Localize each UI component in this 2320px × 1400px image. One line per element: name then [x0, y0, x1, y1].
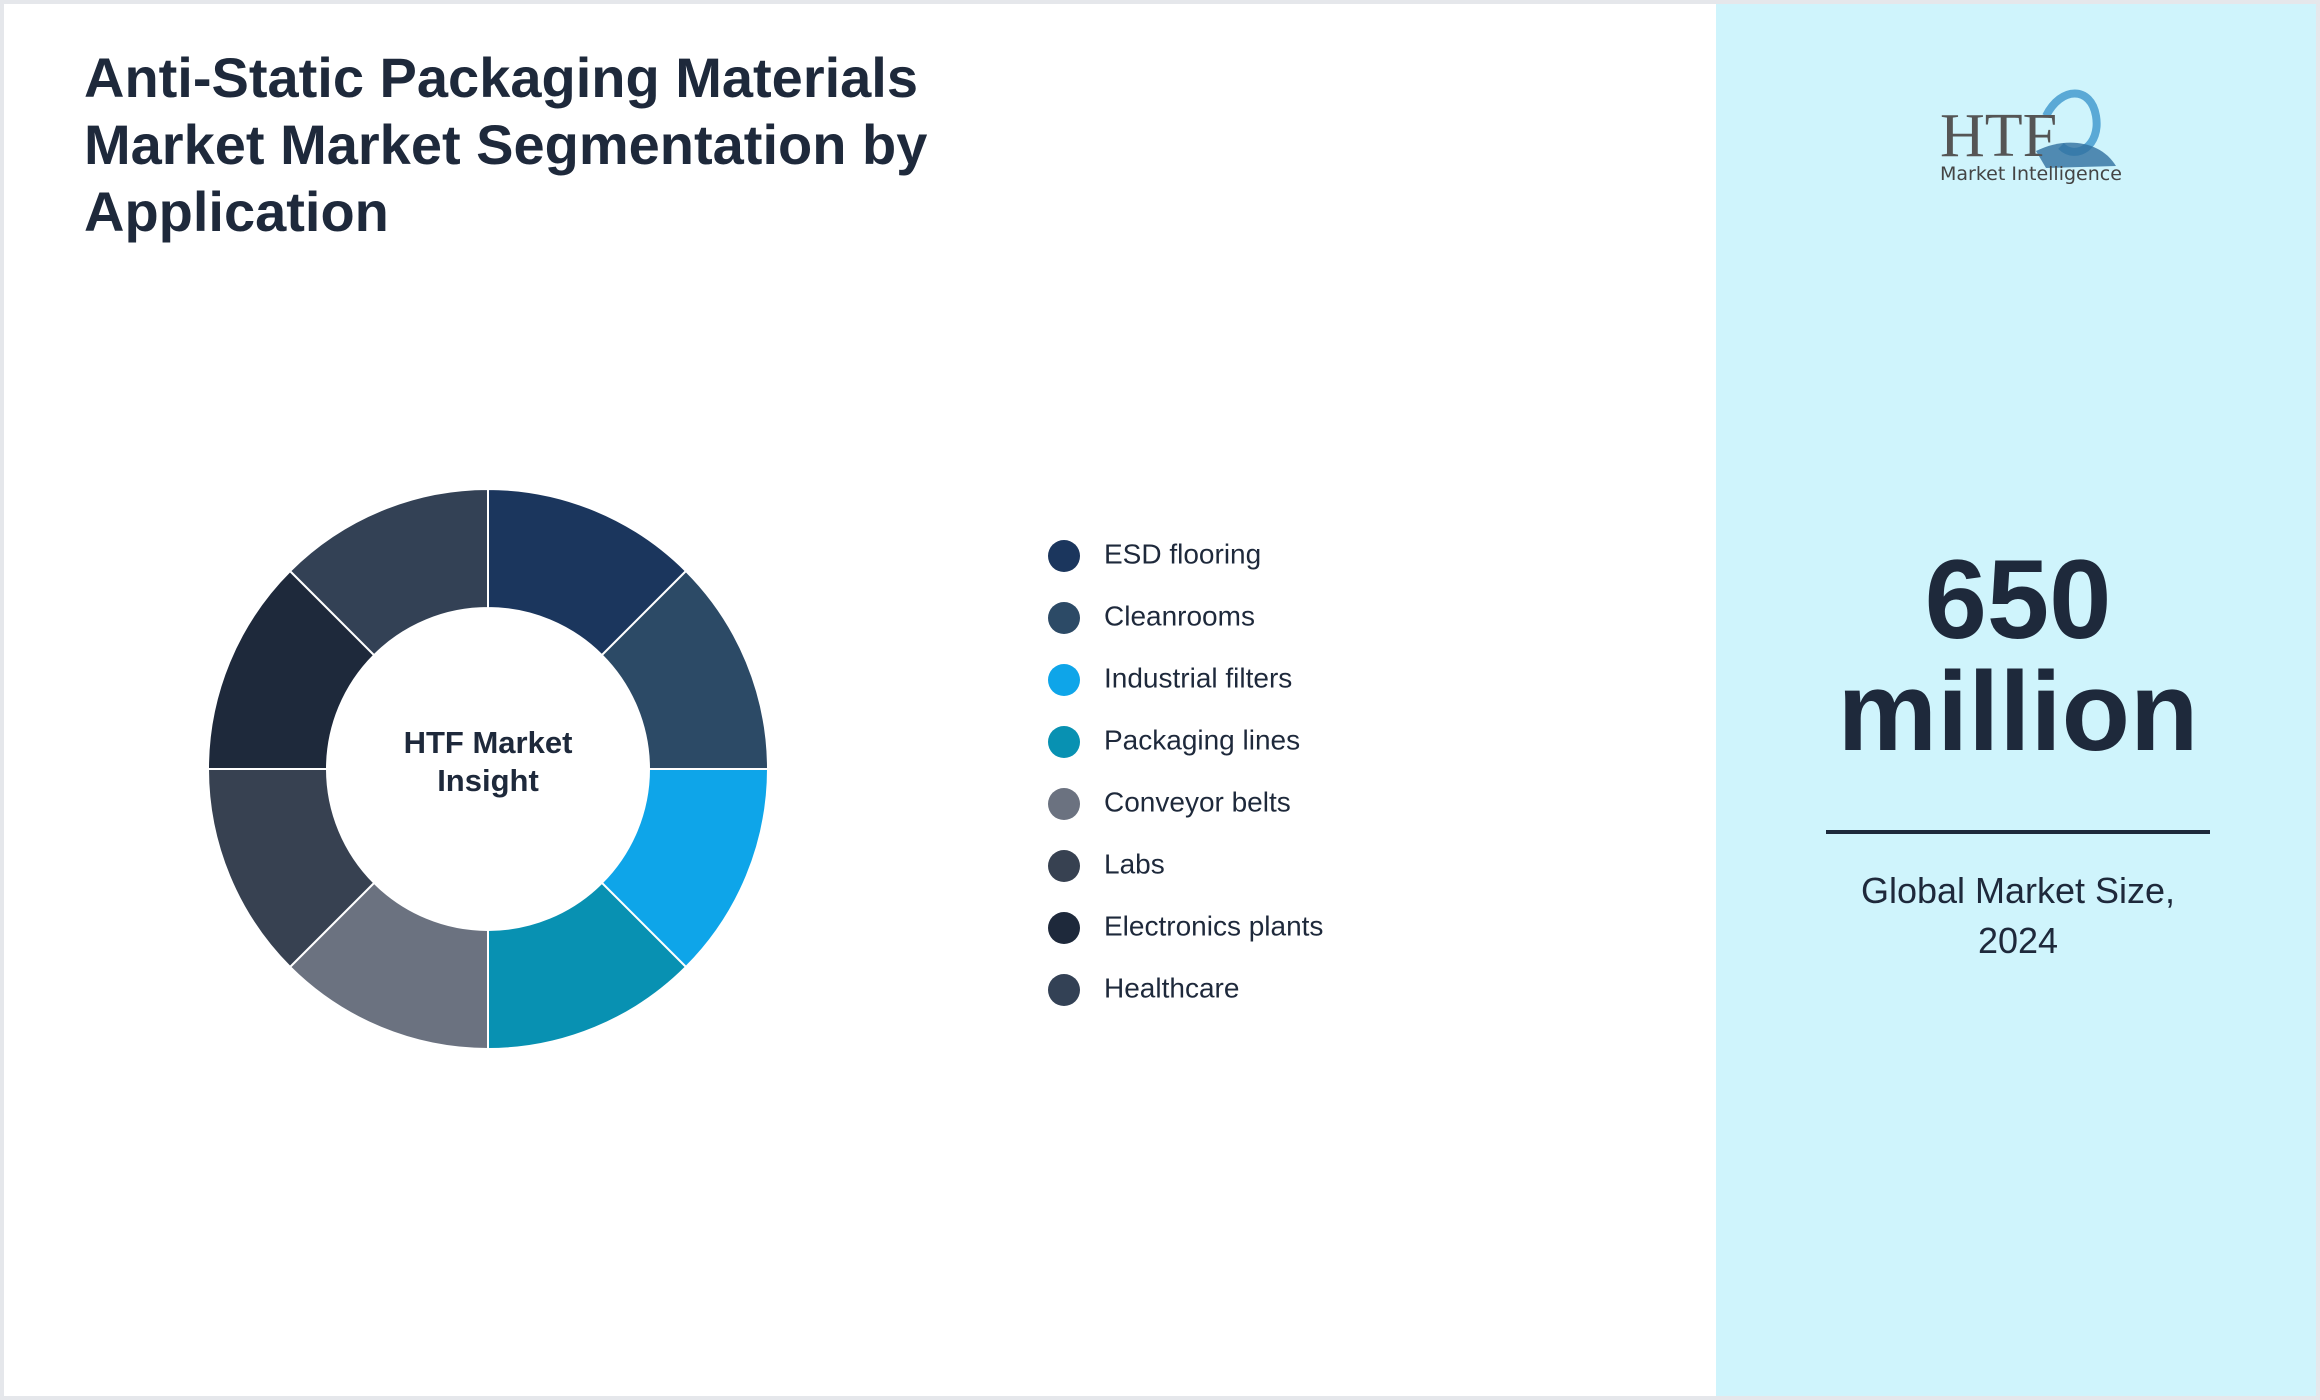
- legend-swatch: [1048, 850, 1080, 882]
- legend-swatch: [1048, 664, 1080, 696]
- legend-swatch: [1048, 602, 1080, 634]
- sidebar: HTF Market Intelligence 650 million Glob…: [1716, 4, 2316, 1396]
- chart: ESD flooring Cleanrooms Industrial filters…: [206, 487, 1323, 1051]
- chart-title: Anti-Static Packaging Materials Market M…: [84, 46, 928, 243]
- legend-swatch: [1048, 974, 1080, 1006]
- legend-label: Electronics plants: [1104, 910, 1323, 941]
- legend-label: ESD flooring: [1104, 538, 1261, 569]
- legend-label: Healthcare: [1104, 972, 1239, 1003]
- logo-subtitle: Market Intelligence: [1940, 163, 2122, 185]
- legend-swatch: [1048, 540, 1080, 572]
- legend-label: Conveyor belts: [1104, 786, 1291, 817]
- logo-text: HTF: [1940, 102, 2057, 170]
- legend-swatch: [1048, 912, 1080, 944]
- legend-swatch: [1048, 726, 1080, 758]
- logo: HTF Market Intelligence: [1940, 89, 2122, 185]
- legend-label: Cleanrooms: [1104, 600, 1255, 631]
- legend-label: Labs: [1104, 848, 1165, 879]
- legend-label: Packaging lines: [1104, 724, 1300, 755]
- divider: [1826, 830, 2210, 834]
- center-label: HTF Market Insight: [403, 725, 573, 798]
- market-value: 650 million: [1837, 537, 2199, 774]
- legend-swatch: [1048, 788, 1080, 820]
- market-caption: Global Market Size, 2024: [1860, 870, 2176, 961]
- legend-label: Industrial filters: [1104, 662, 1292, 693]
- donut-segment: [288, 487, 489, 657]
- logo-wave: [2036, 142, 2116, 168]
